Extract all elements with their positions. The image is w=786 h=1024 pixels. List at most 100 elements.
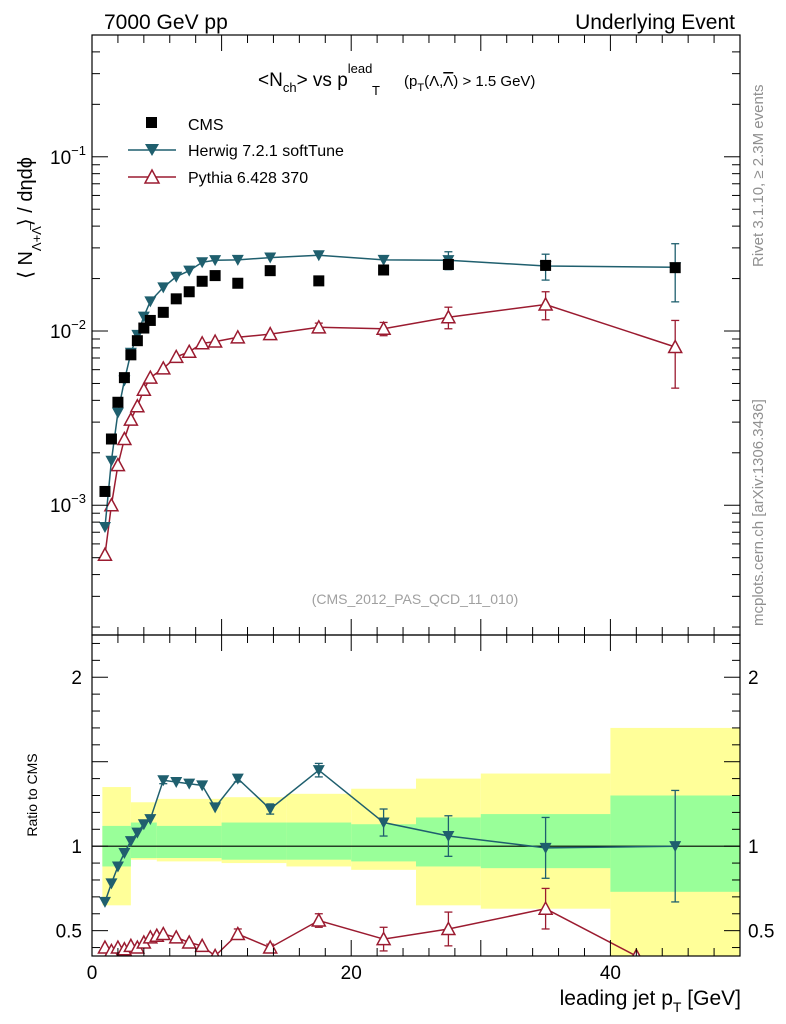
ratio-point-herwig	[144, 814, 157, 826]
ratio-ytick-label-right: 2	[748, 668, 759, 689]
main-point-cms	[540, 259, 552, 271]
main-point-pythia	[262, 326, 278, 341]
ratio-point-herwig	[137, 819, 150, 831]
legend-marker-cms	[146, 117, 157, 128]
xaxis-label: leading jet pT [GeV]	[560, 987, 741, 1015]
main-point-herwig	[231, 254, 244, 266]
xtick-label: 0	[87, 963, 98, 984]
main-point-herwig	[312, 250, 325, 262]
ratio-point-herwig	[157, 775, 170, 787]
ratio-point-herwig	[539, 842, 552, 854]
main-point-pythia	[116, 430, 133, 446]
main-plot-area	[97, 243, 683, 561]
analysis-watermark: (CMS_2012_PAS_QCD_11_010)	[312, 591, 519, 607]
ratio-frame	[91, 634, 741, 957]
main-point-pythia	[110, 457, 126, 472]
ratio-point-pythia	[311, 912, 327, 927]
main-point-herwig	[196, 257, 209, 269]
legend-label-herwig: Herwig 7.2.1 softTune	[188, 143, 344, 160]
ratio-point-pythia	[375, 931, 392, 946]
main-point-pythia	[230, 329, 246, 344]
ratio-panel: 0.5 0.51 12 20 20 40 Ratio to CMS leading jet…	[24, 634, 774, 1015]
main-point-pythia	[375, 320, 392, 336]
main-point-pythia	[103, 497, 120, 512]
main-ytick-label: 10−2	[50, 317, 86, 343]
ratio-point-herwig	[312, 765, 325, 777]
main-point-cms	[105, 433, 117, 445]
ratio-point-herwig	[170, 776, 183, 788]
xtick-label: 20	[341, 963, 362, 984]
main-point-herwig	[137, 311, 150, 323]
main-point-cms	[125, 349, 137, 361]
ratio-point-herwig	[669, 841, 682, 853]
main-point-cms	[209, 270, 221, 282]
ratio-ytick-label-left: 2	[71, 668, 82, 689]
main-point-pythia	[123, 411, 139, 426]
main-point-pythia	[207, 333, 223, 348]
ratio-point-pythia	[155, 925, 172, 941]
main-point-herwig	[377, 254, 390, 266]
main-point-pythia	[136, 381, 152, 397]
header-left: 7000 GeV pp	[104, 11, 228, 34]
main-ylabel: ⟨ NΛ+Λ̅⟩ / dηdϕ	[15, 157, 44, 279]
ratio-point-herwig	[124, 836, 137, 848]
ratio-axes: 0.5 0.51 12 20 20 40	[56, 635, 774, 984]
main-point-cms	[118, 372, 130, 384]
main-point-cms	[138, 322, 150, 334]
ratio-stat-band	[221, 822, 287, 860]
ratio-ytick-label-left: 1	[71, 837, 82, 858]
main-title: <Nch> vs pleadT(pT(Λ,Λ) > 1.5 GeV)	[258, 61, 535, 98]
main-point-herwig	[111, 407, 124, 419]
main-point-herwig	[264, 252, 277, 264]
main-point-pythia	[194, 335, 210, 350]
ratio-ytick-label-right: 0.5	[748, 922, 774, 943]
main-point-cms	[131, 335, 143, 347]
main-point-cms	[112, 396, 124, 408]
ratio-point-herwig	[98, 896, 111, 908]
main-point-pythia	[155, 360, 172, 375]
main-point-herwig	[183, 265, 196, 277]
xtick-label: 40	[600, 963, 621, 984]
main-point-cms	[99, 485, 111, 497]
mcplots-label: mcplots.cern.ch [arXiv:1306.3436]	[750, 399, 767, 626]
ratio-ytick-label-right: 1	[748, 837, 759, 858]
ratio-point-pythia	[262, 939, 278, 954]
main-point-herwig	[105, 455, 118, 467]
ratio-point-pythia	[168, 929, 184, 944]
ratio-ytick-label-left: 0.5	[56, 922, 82, 943]
header-right: Underlying Event	[575, 11, 735, 34]
ratio-stat-band	[286, 822, 352, 860]
legend: CMS Herwig 7.2.1 softTune Pythia 6.428 3…	[128, 117, 344, 187]
main-point-cms	[157, 306, 169, 318]
main-point-pythia	[181, 343, 197, 359]
legend-label-pythia: Pythia 6.428 370	[188, 170, 308, 187]
main-panel: 10−3 10−2 10−1 <Nch> vs pleadT(pT(Λ,Λ) > 1…	[15, 34, 741, 636]
ratio-point-herwig	[442, 831, 455, 843]
main-point-pythia	[440, 309, 457, 324]
main-point-pythia	[537, 296, 554, 311]
main-point-cms	[196, 275, 208, 287]
legend-label-cms: CMS	[188, 117, 224, 134]
ratio-point-herwig	[231, 773, 244, 785]
main-point-pythia	[129, 398, 146, 413]
ratio-point-herwig	[377, 817, 390, 829]
ratio-point-herwig	[105, 878, 118, 890]
main-point-herwig	[209, 255, 222, 267]
main-point-cms	[170, 293, 182, 305]
ratio-point-pythia	[194, 937, 210, 953]
main-ytick-label: 10−3	[50, 491, 86, 517]
ratio-stat-band	[156, 825, 222, 859]
main-point-pythia	[142, 369, 159, 384]
main-line-pythia	[104, 303, 676, 555]
main-point-herwig	[157, 282, 170, 294]
legend-marker-herwig	[145, 144, 159, 156]
main-point-herwig	[98, 522, 111, 534]
main-point-cms	[264, 265, 276, 277]
main-point-herwig	[170, 271, 183, 283]
legend-marker-pythia	[143, 168, 161, 184]
main-point-cms	[144, 314, 156, 326]
main-point-herwig	[144, 296, 157, 308]
main-point-cms	[183, 286, 195, 298]
ratio-point-herwig	[264, 804, 277, 816]
